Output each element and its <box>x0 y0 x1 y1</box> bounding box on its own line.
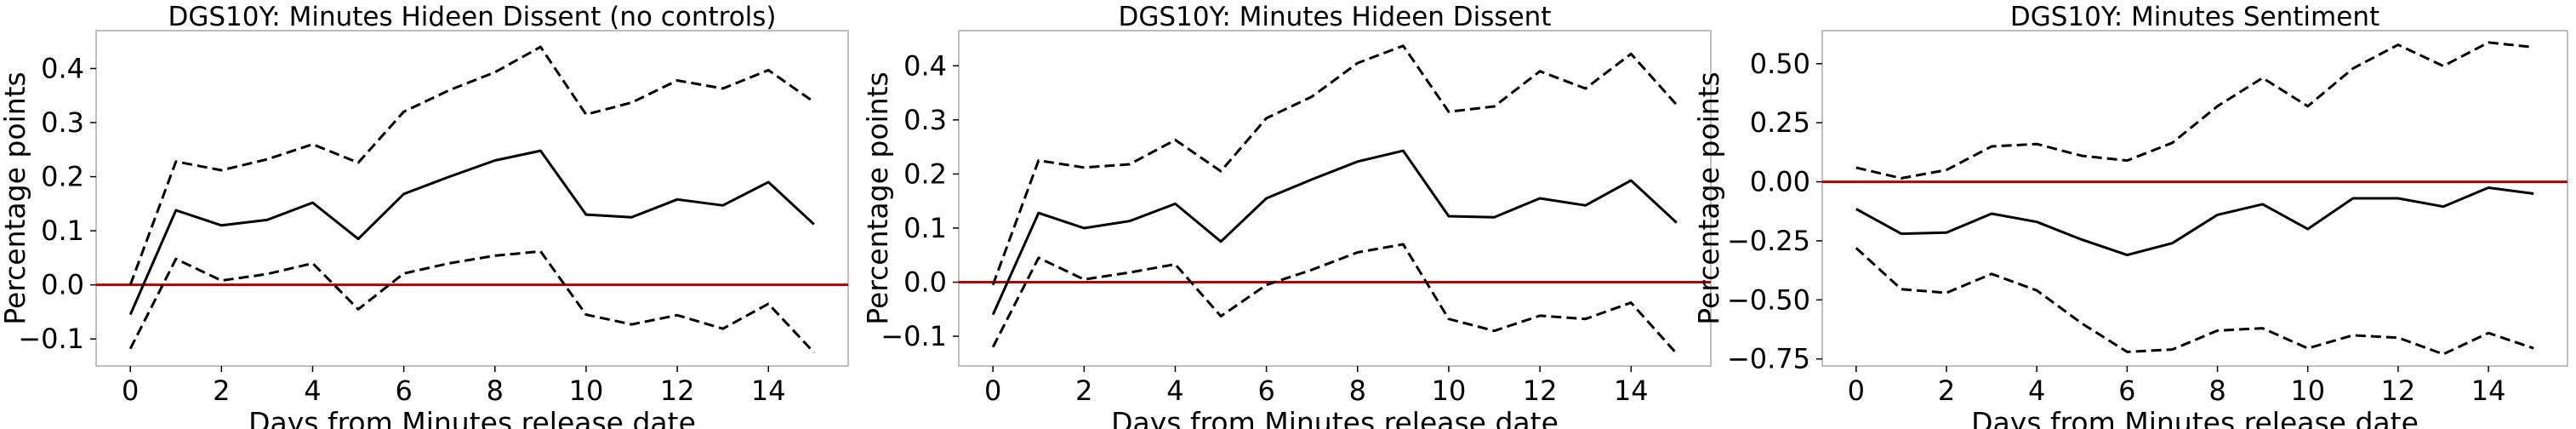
x-axis-label: Days from Minutes release date <box>1971 406 2419 429</box>
y-tick-label: 0.2 <box>903 157 947 190</box>
series-line-upper <box>128 45 815 286</box>
chart-panel-3: DGS10Y: Minutes Sentiment 0 2 4 6 8 10 12 14 −0.7… <box>1692 2 2568 429</box>
y-tick-label: −0.1 <box>881 320 947 352</box>
chart-title: DGS10Y: Minutes Sentiment <box>2010 2 2379 32</box>
x-tick-label: 14 <box>2471 375 2506 407</box>
chart-panel-2: DGS10Y: Minutes Hideen Dissent 0 2 4 6 8 10 12 1… <box>861 2 1712 429</box>
plot-frame <box>95 30 849 367</box>
x-axis-label: Days from Minutes release date <box>248 406 696 429</box>
series-line-estimate <box>991 149 1678 316</box>
x-tick-label: 8 <box>487 375 504 407</box>
y-tick-label: −0.75 <box>1727 343 1810 375</box>
y-tick-label: 0.0 <box>41 269 84 301</box>
x-tick-label: 0 <box>1848 375 1865 407</box>
x-tick-label: 12 <box>2381 375 2416 407</box>
plot-frame <box>1821 30 2568 367</box>
x-tick-label: 0 <box>984 375 1001 407</box>
y-tick-label: 0.1 <box>41 214 84 247</box>
x-tick-label: 6 <box>1257 375 1274 407</box>
x-tick-label: 10 <box>2290 375 2325 407</box>
chart-panel-1: DGS10Y: Minutes Hideen Dissent (no contr… <box>0 2 849 429</box>
x-tick-label: 8 <box>1349 375 1366 407</box>
x-tick-label: 2 <box>1938 375 1955 407</box>
x-tick-label: 6 <box>2118 375 2135 407</box>
x-tick-label: 8 <box>2208 375 2226 407</box>
series-line-lower <box>128 249 815 354</box>
x-tick-label: 14 <box>1614 375 1649 407</box>
y-tick-label: 0.4 <box>903 49 947 82</box>
x-tick-label: 4 <box>304 375 321 407</box>
y-tick-label: 0.3 <box>41 106 84 139</box>
y-tick-label: 0.25 <box>1750 106 1810 139</box>
x-tick-label: 2 <box>213 375 230 407</box>
x-tick-label: 10 <box>569 375 604 407</box>
y-axis-label: Percentage points <box>1692 72 1725 324</box>
series-line-lower <box>1855 247 2534 356</box>
series-line-upper <box>991 44 1678 286</box>
x-tick-label: 10 <box>1432 375 1467 407</box>
y-tick-label: 0.00 <box>1750 166 1810 198</box>
x-axis-label: Days from Minutes release date <box>1111 406 1559 429</box>
y-axis-label: Percentage points <box>861 72 894 324</box>
series-line-lower <box>991 243 1678 355</box>
y-tick-label: −0.25 <box>1727 225 1810 257</box>
y-tick-label: 0.1 <box>903 212 947 244</box>
x-tick-label: 0 <box>122 375 139 407</box>
plot-frame <box>958 30 1712 367</box>
y-tick-label: −0.50 <box>1727 283 1810 316</box>
chart-title: DGS10Y: Minutes Hideen Dissent (no contr… <box>168 2 776 32</box>
x-tick-label: 12 <box>660 375 695 407</box>
y-tick-label: −0.1 <box>18 323 84 355</box>
y-axis-label: Percentage points <box>0 72 31 324</box>
x-tick-label: 4 <box>1166 375 1183 407</box>
y-tick-label: 0.50 <box>1750 48 1810 80</box>
y-tick-label: 0.3 <box>903 104 947 136</box>
x-tick-label: 2 <box>1075 375 1092 407</box>
y-tick-label: 0.0 <box>903 266 947 299</box>
series-line-upper <box>1855 41 2534 180</box>
chart-title: DGS10Y: Minutes Hideen Dissent <box>1119 2 1552 32</box>
series-line-estimate <box>128 149 815 316</box>
x-tick-label: 6 <box>395 375 412 407</box>
x-tick-label: 12 <box>1523 375 1558 407</box>
x-tick-label: 14 <box>751 375 786 407</box>
series-line-estimate <box>1855 186 2534 257</box>
x-tick-label: 4 <box>2028 375 2045 407</box>
y-tick-label: 0.2 <box>41 161 84 193</box>
y-tick-label: 0.4 <box>41 52 84 84</box>
